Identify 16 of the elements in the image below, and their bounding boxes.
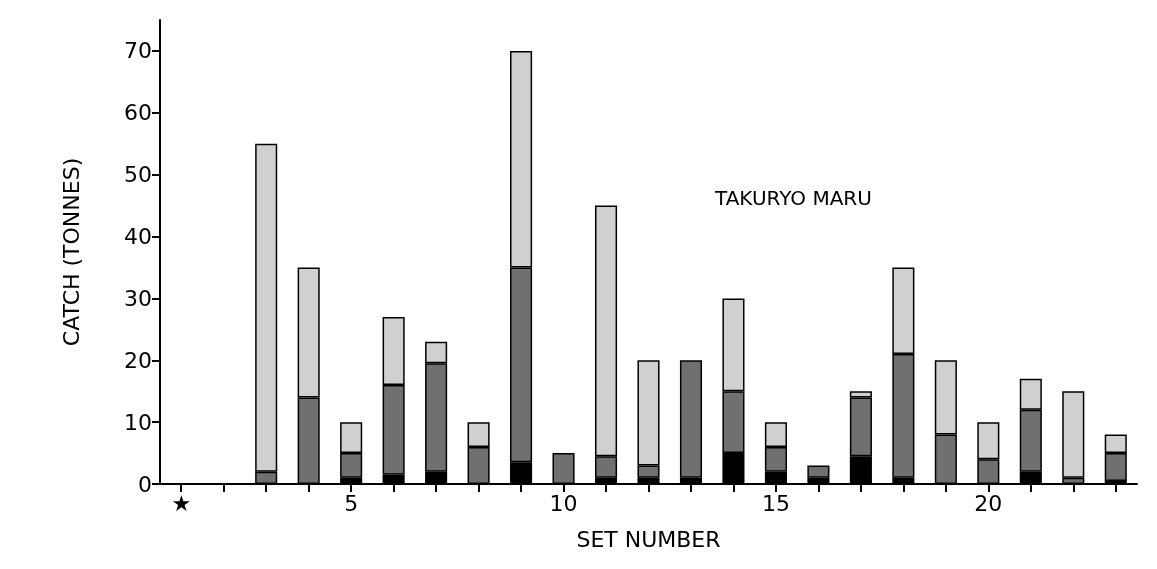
y-tick-label: 10	[124, 409, 152, 435]
x-axis-title: SET NUMBER	[576, 526, 721, 552]
x-tick-label: ★	[171, 490, 192, 516]
annotation: TAKURYO MARU	[714, 186, 872, 210]
x-tick-label: 5	[344, 490, 359, 516]
y-tick-label: 0	[138, 471, 152, 497]
x-tick-label: 15	[761, 490, 790, 516]
x-tick-label: 20	[974, 490, 1003, 516]
y-tick-label: 40	[124, 224, 152, 250]
y-tick-label: 50	[124, 162, 152, 188]
y-tick-label: 60	[124, 100, 152, 126]
x-tick-label: 10	[549, 490, 578, 516]
y-tick-label: 70	[124, 38, 152, 64]
y-tick-label: 20	[124, 347, 152, 373]
y-axis-title: CATCH (TONNES)	[58, 157, 84, 347]
y-tick-label: 30	[124, 285, 152, 311]
